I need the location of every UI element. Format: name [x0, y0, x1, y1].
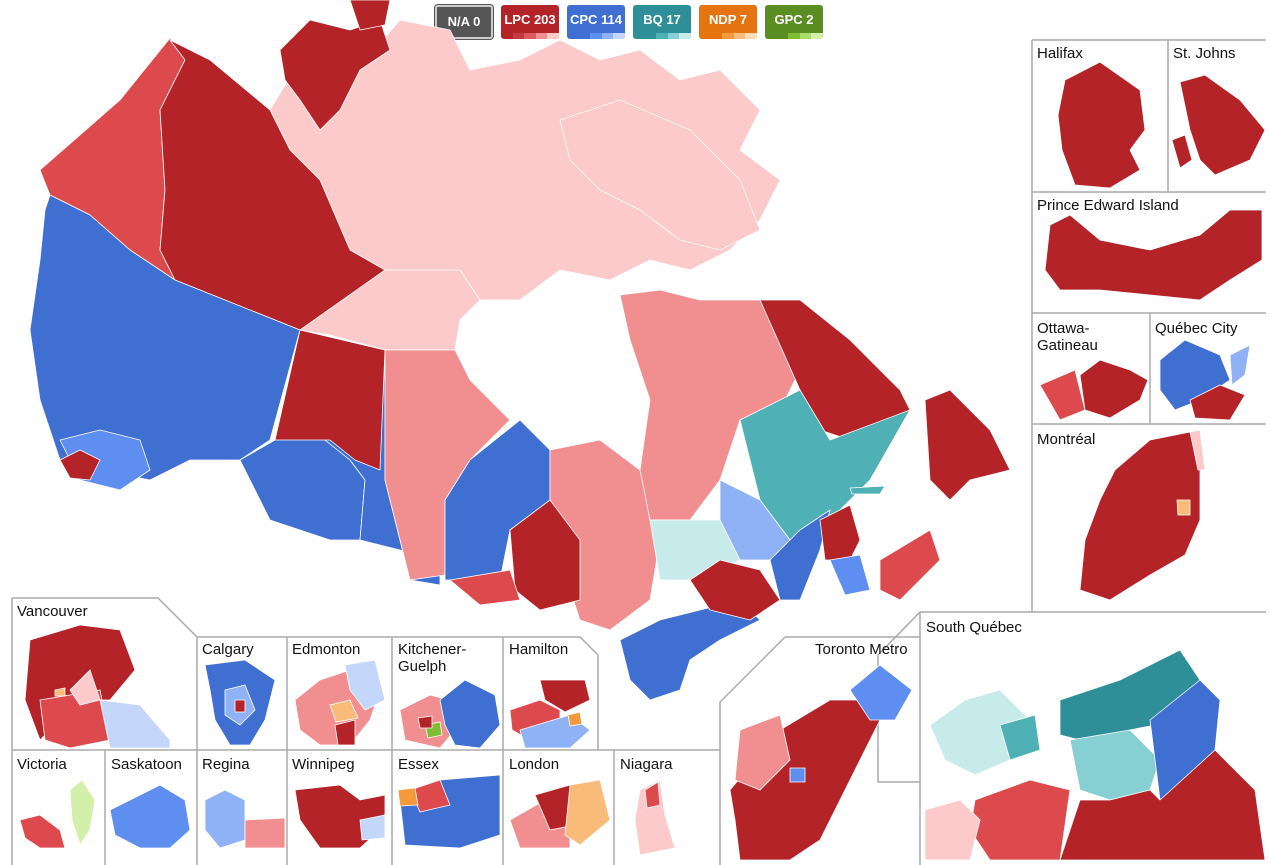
inset-label-kitchener-guelph: Kitchener- Guelph	[398, 641, 467, 675]
inset-calgary-map[interactable]	[204, 659, 276, 746]
region-ellesmere-2[interactable]	[349, 0, 391, 31]
region-anticosti[interactable]	[849, 485, 886, 495]
party-shade-scale	[633, 33, 691, 39]
party-filter-cpc[interactable]: CPC 114	[567, 5, 625, 39]
inset-label-winnipeg: Winnipeg	[292, 756, 355, 773]
region-new-brunswick[interactable]	[819, 504, 861, 561]
inset-label-quebec-city: Québec City	[1155, 320, 1238, 337]
party-filter-lpc[interactable]: LPC 203	[501, 5, 559, 39]
inset-label-hamilton: Hamilton	[509, 641, 569, 658]
party-shade-scale	[765, 33, 823, 39]
inset-ottawa-map[interactable]	[1039, 359, 1149, 421]
inset-frames	[11, 39, 1266, 865]
inset-label-montreal: Montréal	[1037, 431, 1096, 448]
inset-label-halifax: Halifax	[1037, 45, 1083, 62]
inset-montreal-map[interactable]	[1079, 429, 1206, 601]
region-vancouver-island[interactable]	[59, 449, 101, 481]
inset-halifax-map[interactable]	[1057, 61, 1146, 189]
region-nunavik[interactable]	[619, 289, 801, 521]
inset-pei-map[interactable]	[1044, 209, 1263, 301]
inset-quebec-city-map[interactable]	[1159, 339, 1251, 421]
inset-vancouver-map[interactable]	[24, 624, 171, 749]
party-shade-scale	[567, 33, 625, 39]
inset-victoria-map[interactable]	[19, 779, 96, 849]
region-ellesmere[interactable]	[279, 19, 391, 131]
inset-label-regina: Regina	[202, 756, 250, 773]
national-map	[29, 0, 1011, 701]
party-filter-ndp[interactable]: NDP 7	[699, 5, 757, 39]
party-label: GPC 2	[774, 12, 814, 27]
party-legend: N/A 0 LPC 203 CPC 114 BQ 17 NDP 7 GPC 2	[434, 4, 823, 40]
party-label: NDP 7	[708, 12, 748, 27]
inset-label-toronto-metro: Toronto Metro	[815, 641, 908, 658]
party-label: CPC 114	[569, 12, 623, 27]
region-bc[interactable]	[29, 194, 301, 481]
inset-niagara-map[interactable]	[634, 779, 676, 856]
inset-label-essex: Essex	[398, 756, 439, 773]
party-filter-gpc[interactable]: GPC 2	[765, 5, 823, 39]
inset-label-calgary: Calgary	[202, 641, 254, 658]
inset-edmonton-map[interactable]	[294, 659, 386, 746]
inset-south-quebec-map[interactable]	[924, 649, 1266, 861]
region-st-lawrence[interactable]	[769, 509, 831, 601]
inset-st-johns-map[interactable]	[1171, 74, 1266, 176]
inset-regina-map[interactable]	[204, 789, 286, 849]
region-nova-scotia[interactable]	[879, 529, 941, 601]
inset-label-victoria: Victoria	[17, 756, 67, 773]
inset-label-pei: Prince Edward Island	[1037, 197, 1179, 214]
inset-essex-map[interactable]	[397, 774, 501, 849]
inset-london-map[interactable]	[509, 779, 611, 849]
inset-label-south-quebec: South Québec	[926, 619, 1022, 636]
inset-label-edmonton: Edmonton	[292, 641, 361, 658]
party-label: LPC 203	[504, 12, 556, 27]
inset-label-niagara: Niagara	[620, 756, 673, 773]
party-label: N/A 0	[447, 14, 481, 29]
inset-label-st-johns: St. Johns	[1173, 45, 1236, 62]
inset-label-vancouver: Vancouver	[17, 603, 88, 620]
region-newfoundland[interactable]	[924, 389, 1011, 501]
inset-kitchener-map[interactable]	[399, 679, 501, 749]
inset-toronto-map[interactable]	[729, 664, 913, 861]
inset-label-london: London	[509, 756, 560, 773]
inset-hamilton-map[interactable]	[509, 679, 591, 749]
region-southern-ontario[interactable]	[619, 599, 761, 701]
inset-label-saskatoon: Saskatoon	[111, 756, 182, 773]
party-shade-scale	[501, 33, 559, 39]
inset-saskatoon-map[interactable]	[109, 784, 191, 849]
region-ontario-sault[interactable]	[449, 569, 521, 606]
party-filter-bq[interactable]: BQ 17	[633, 5, 691, 39]
region-kivalliq[interactable]	[299, 269, 481, 351]
party-label: BQ 17	[643, 12, 681, 27]
inset-label-ottawa-gatineau: Ottawa- Gatineau	[1037, 320, 1098, 354]
region-baffin[interactable]	[559, 99, 761, 251]
party-shade-scale	[699, 33, 757, 39]
region-nb-2[interactable]	[829, 554, 871, 596]
inset-winnipeg-map[interactable]	[294, 784, 386, 849]
